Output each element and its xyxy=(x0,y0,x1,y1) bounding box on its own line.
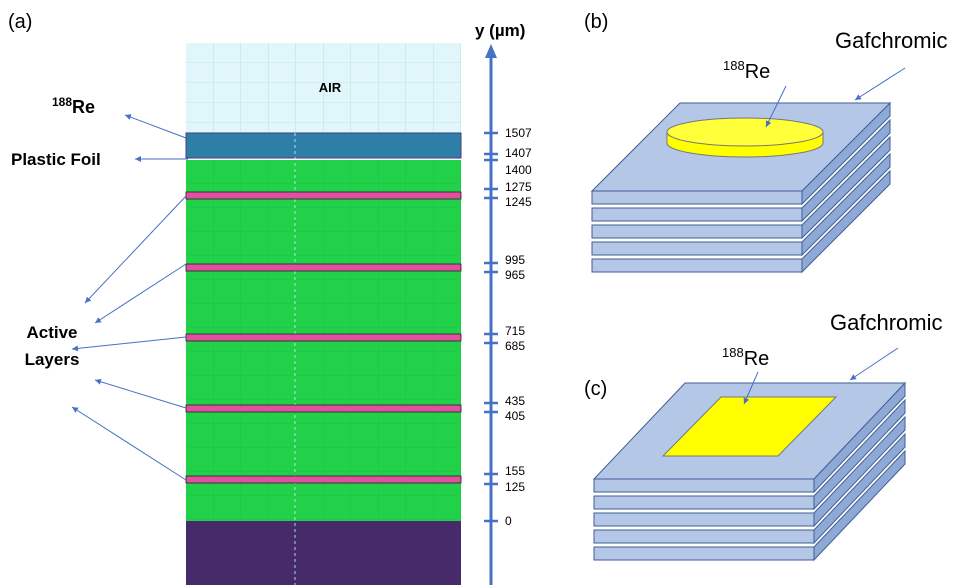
film-front xyxy=(594,547,814,560)
active-label: Active xyxy=(26,323,77,342)
tick-label: 715 xyxy=(505,324,525,338)
axis-arrow xyxy=(485,44,497,58)
stripe xyxy=(186,476,461,483)
source-disc xyxy=(667,118,823,157)
film-front xyxy=(592,225,802,238)
re-label: 188Re xyxy=(723,58,770,83)
panel-label: (b) xyxy=(584,11,608,33)
air-label: AIR xyxy=(319,80,342,95)
tick-label: 965 xyxy=(505,268,525,282)
superscript: 188 xyxy=(52,95,72,109)
gafchromic-label: Gafchromic xyxy=(835,28,947,53)
stripe xyxy=(186,405,461,412)
film-front xyxy=(592,191,802,204)
superscript: 188 xyxy=(722,345,744,360)
tick-label: 685 xyxy=(505,339,525,353)
pointer-arrows xyxy=(72,115,188,480)
tick-label: 155 xyxy=(505,464,525,478)
panel-label: (c) xyxy=(584,378,607,400)
element: Re xyxy=(745,61,771,83)
figure: (a) AIR y (µm) 1507 1407 1400 12751245 99596… xyxy=(0,0,975,585)
pointer-arrow xyxy=(850,348,898,380)
re-label: 188Re xyxy=(722,345,769,370)
film-front xyxy=(594,496,814,509)
superscript: 188 xyxy=(723,58,745,73)
film-front xyxy=(594,530,814,543)
active-label: Layers xyxy=(25,350,80,369)
element: Re xyxy=(744,348,770,370)
plastic-foil-label: Plastic Foil xyxy=(11,150,101,169)
stripe xyxy=(186,334,461,341)
tick-label: 405 xyxy=(505,409,525,423)
re-label: 188Re xyxy=(52,95,95,117)
tick-label: 1275 xyxy=(505,180,532,194)
axis-label: y (µm) xyxy=(475,21,525,40)
tick-label: 1507 xyxy=(505,126,532,140)
film-front xyxy=(592,242,802,255)
tick-label: 0 xyxy=(505,514,512,528)
panel-label: (a) xyxy=(8,11,32,33)
pointer-arrow xyxy=(855,68,905,100)
film-front xyxy=(592,208,802,221)
stripe xyxy=(186,264,461,271)
layer-stack xyxy=(186,43,461,585)
film-front xyxy=(592,259,802,272)
tick-label: 1400 xyxy=(505,163,532,177)
element: Re xyxy=(72,97,95,117)
tick-label: 435 xyxy=(505,394,525,408)
tick-label: 995 xyxy=(505,253,525,267)
film-front xyxy=(594,513,814,526)
tick-label: 1407 xyxy=(505,146,532,160)
film-front xyxy=(594,479,814,492)
stripe xyxy=(186,192,461,199)
tick-label: 125 xyxy=(505,480,525,494)
tick-label: 1245 xyxy=(505,195,532,209)
gafchromic-label: Gafchromic xyxy=(830,310,942,335)
